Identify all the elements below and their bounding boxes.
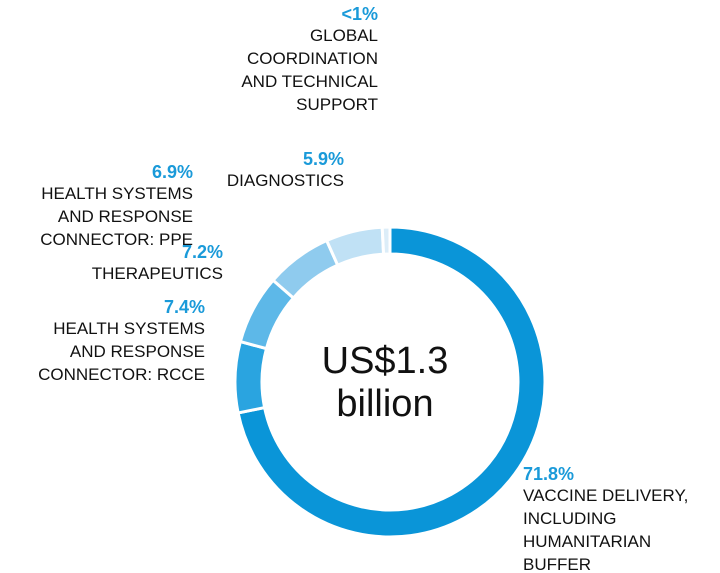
category-label: INCLUDING xyxy=(523,509,617,528)
value-label: 5.9% xyxy=(303,149,344,169)
category-label: AND TECHNICAL xyxy=(241,72,378,91)
category-label: CONNECTOR: RCCE xyxy=(38,365,205,384)
donut-segment xyxy=(236,225,547,539)
category-label: GLOBAL xyxy=(310,26,378,45)
category-label: HEALTH SYSTEMS xyxy=(41,184,193,203)
category-label: HEALTH SYSTEMS xyxy=(53,319,205,338)
category-label: BUFFER xyxy=(523,555,591,573)
center-label: US$1.3 xyxy=(322,340,449,382)
donut-segment xyxy=(233,339,269,415)
value-label: 7.4% xyxy=(164,297,205,317)
category-label: HUMANITARIAN xyxy=(523,532,651,551)
category-label: SUPPORT xyxy=(296,95,378,114)
category-label: DIAGNOSTICS xyxy=(227,171,344,190)
donut-segment xyxy=(324,225,386,268)
donut-segment xyxy=(270,238,340,301)
value-label: 7.2% xyxy=(182,242,223,262)
category-label: AND RESPONSE xyxy=(70,342,205,361)
value-label: <1% xyxy=(341,4,378,24)
category-label: AND RESPONSE xyxy=(58,207,193,226)
category-label: THERAPEUTICS xyxy=(92,264,223,283)
value-label: 6.9% xyxy=(152,162,193,182)
category-label: CONNECTOR: PPE xyxy=(40,230,193,249)
donut-segment xyxy=(380,225,392,256)
category-label: VACCINE DELIVERY, xyxy=(523,486,688,505)
category-label: COORDINATION xyxy=(247,49,378,68)
center-label: billion xyxy=(336,383,433,425)
value-label: 71.8% xyxy=(523,464,574,484)
